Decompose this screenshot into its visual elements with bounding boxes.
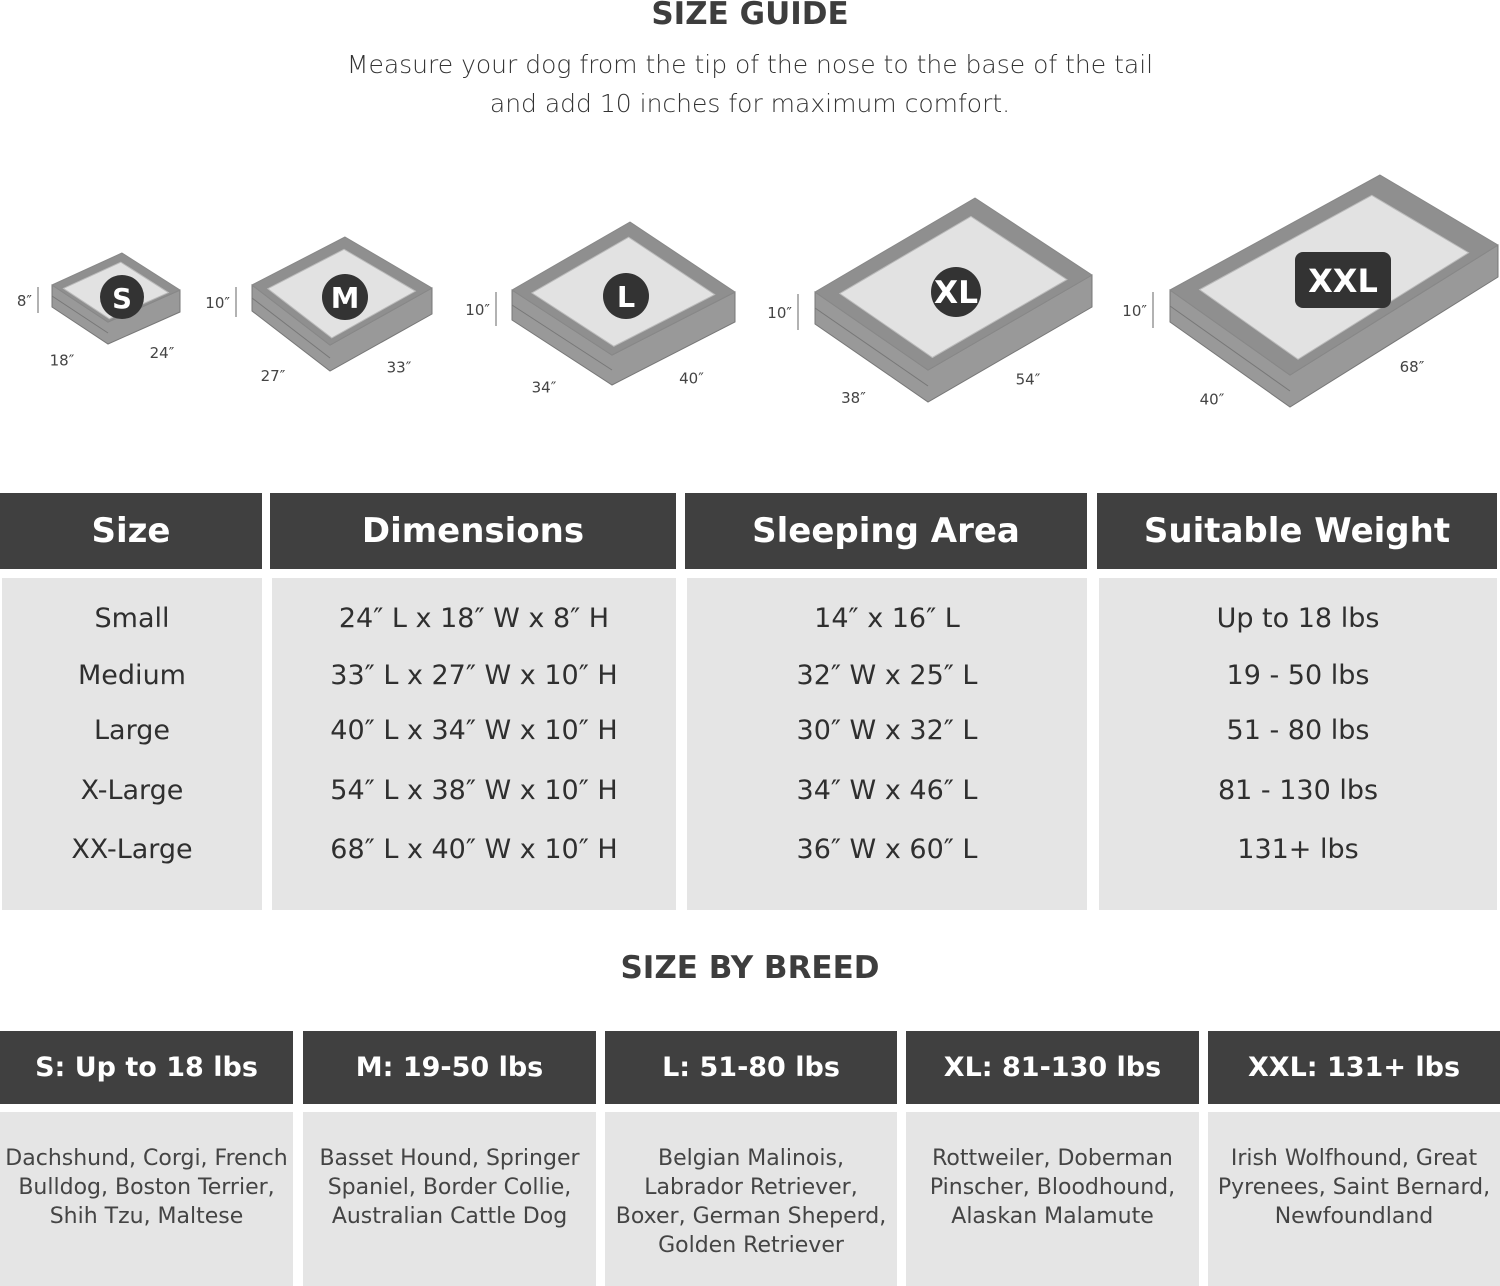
bed-width-label: 27″ — [261, 367, 286, 385]
size-table-cell: 34″ W x 46″ L — [796, 775, 978, 806]
breed-list-text: Dachshund, Corgi, French Bulldog, Boston… — [5, 1146, 288, 1229]
size-table-cell: 30″ W x 32″ L — [796, 715, 978, 746]
breed-list: Rottweiler, Doberman Pinscher, Bloodhoun… — [906, 1112, 1199, 1286]
bed-height-label: 10″ — [205, 294, 230, 312]
size-table-cell: X-Large — [80, 775, 184, 806]
bed-length-label: 54″ — [1016, 371, 1041, 389]
size-table-cell: 33″ L x 27″ W x 10″ H — [330, 660, 618, 691]
subtitle-line-1: Measure your dog from the tip of the nos… — [346, 50, 1154, 79]
breed-list: Dachshund, Corgi, French Bulldog, Boston… — [0, 1112, 293, 1286]
bed-length-label: 24″ — [150, 344, 175, 362]
size-table-column: 24″ L x 18″ W x 8″ H 33″ L x 27″ W x 10″ … — [272, 578, 676, 910]
size-table-cell: Up to 18 lbs — [1216, 603, 1380, 634]
size-table-cell: 54″ L x 38″ W x 10″ H — [330, 775, 618, 806]
size-table-column: 14″ x 16″ L 32″ W x 25″ L 30″ W x 32″ L 34″… — [687, 578, 1087, 910]
breed-list-text: Belgian Malinois, Labrador Retriever, Bo… — [615, 1146, 887, 1258]
size-table-cell: 24″ L x 18″ W x 8″ H — [338, 603, 610, 634]
svg-text:XL: XL — [934, 275, 978, 311]
bed-width-label: 40″ — [1200, 391, 1225, 409]
bed-width-label: 18″ — [50, 352, 75, 370]
size-table-cell: 19 - 50 lbs — [1226, 660, 1370, 691]
bed-height-label: 8″ — [17, 292, 33, 310]
size-table-header: Suitable Weight — [1097, 493, 1497, 569]
size-table-cell: 32″ W x 25″ L — [796, 660, 978, 691]
bed-size-illustrations: 8″ 18″ 24″ S 10″ 27″ 33″ M 10″ 34″ 40″ L 10″ 38″ 54″ XL… — [17, 174, 1499, 409]
size-badge — [1295, 252, 1391, 308]
breed-list-text: Basset Hound, Springer Spaniel, Border C… — [319, 1146, 580, 1229]
breed-list: Irish Wolfhound, Great Pyrenees, Saint B… — [1208, 1112, 1500, 1286]
bed-width-label: 38″ — [841, 389, 866, 407]
breed-list-text: Irish Wolfhound, Great Pyrenees, Saint B… — [1217, 1146, 1491, 1229]
svg-text:S: S — [112, 283, 132, 315]
bed-xxl: 10″ 40″ 68″ XXL — [1122, 174, 1499, 409]
size-table-cell: 36″ W x 60″ L — [796, 834, 978, 865]
size-table-cell: 68″ L x 40″ W x 10″ H — [330, 834, 618, 865]
breed-list-text: Rottweiler, Doberman Pinscher, Bloodhoun… — [929, 1146, 1176, 1229]
size-table-header: Dimensions — [270, 493, 676, 569]
breed-table-header: M: 19-50 lbs — [303, 1031, 596, 1104]
svg-text:L: L — [617, 280, 635, 314]
svg-text:XXL: XXL — [1308, 262, 1378, 300]
size-table-cell: 40″ L x 34″ W x 10″ H — [330, 715, 618, 746]
svg-text:M: M — [331, 281, 360, 315]
size-table-cell: Medium — [78, 660, 186, 691]
size-table-header: Sleeping Area — [685, 493, 1087, 569]
breed-list: Belgian Malinois, Labrador Retriever, Bo… — [605, 1112, 897, 1286]
bed-length-label: 68″ — [1400, 358, 1425, 376]
size-table-cell: Small — [94, 603, 170, 634]
size-table-cell: Large — [94, 715, 170, 746]
bed-width-label: 34″ — [532, 379, 557, 397]
bed-height-label: 10″ — [767, 304, 792, 322]
breed-table-header: XL: 81-130 lbs — [906, 1031, 1199, 1104]
size-badge — [100, 275, 144, 319]
size-table-cell: 51 - 80 lbs — [1226, 715, 1370, 746]
bed-xl: 10″ 38″ 54″ XL — [767, 197, 1093, 407]
breed-table-header: L: 51-80 lbs — [605, 1031, 897, 1104]
page-title: SIZE GUIDE — [651, 0, 849, 32]
size-badge — [931, 267, 981, 317]
bed-height-label: 10″ — [1122, 302, 1147, 320]
bed-height-label: 10″ — [465, 301, 490, 319]
breed-section-title: SIZE BY BREED — [620, 950, 880, 986]
size-table-column: Up to 18 lbs 19 - 50 lbs 51 - 80 lbs 81 - 1… — [1099, 578, 1497, 910]
size-table-column: Small Medium Large X-Large XX-Large — [2, 578, 262, 910]
size-table-cell: 81 - 130 lbs — [1217, 775, 1379, 806]
size-badge — [603, 273, 649, 319]
breed-table-header: S: Up to 18 lbs — [0, 1031, 293, 1104]
size-table-cell: XX-Large — [71, 834, 193, 865]
size-table-cell: 131+ lbs — [1237, 834, 1359, 865]
bed-length-label: 40″ — [679, 370, 704, 388]
bed-s: 8″ 18″ 24″ S — [17, 252, 181, 370]
breed-list: Basset Hound, Springer Spaniel, Border C… — [303, 1112, 596, 1286]
bed-length-label: 33″ — [387, 359, 412, 377]
bed-m: 10″ 27″ 33″ M — [205, 236, 433, 385]
size-badge — [322, 274, 368, 320]
subtitle-line-2: and add 10 inches for maximum comfort. — [489, 89, 1011, 118]
size-table-cell: 14″ x 16″ L — [814, 603, 960, 634]
size-table-header: Size — [0, 493, 262, 569]
bed-l: 10″ 34″ 40″ L — [465, 221, 736, 397]
breed-table-header: XXL: 131+ lbs — [1208, 1031, 1500, 1104]
